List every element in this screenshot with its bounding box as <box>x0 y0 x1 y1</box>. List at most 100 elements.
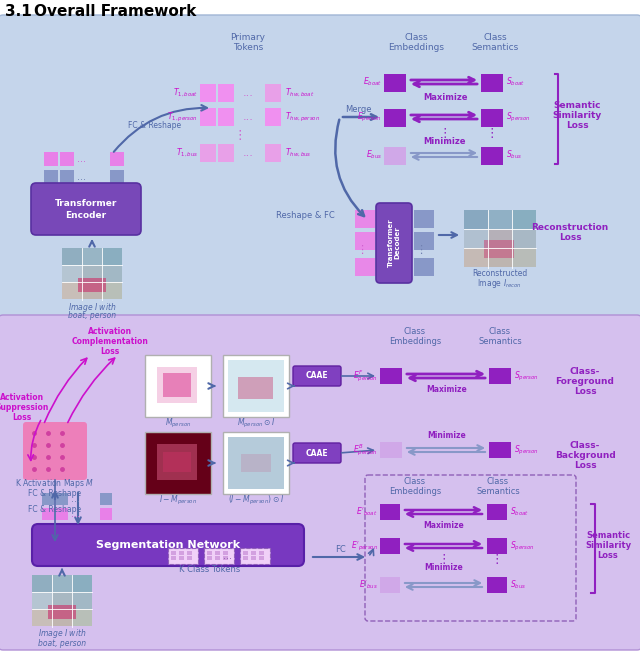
Text: K Activation Maps $M$: K Activation Maps $M$ <box>15 477 95 490</box>
Bar <box>223 432 289 494</box>
Bar <box>384 74 406 92</box>
Text: Merge: Merge <box>345 105 371 115</box>
Text: $E_{bus}$: $E_{bus}$ <box>365 148 382 161</box>
Bar <box>251 556 256 560</box>
Bar <box>62 265 82 282</box>
Text: ⋮: ⋮ <box>439 126 451 139</box>
Bar <box>32 575 52 592</box>
Bar <box>488 210 512 229</box>
Bar <box>380 504 400 520</box>
Text: $T_{1,bus}$: $T_{1,bus}$ <box>176 147 198 159</box>
Bar <box>207 551 212 555</box>
Bar <box>488 229 512 248</box>
Text: Activation: Activation <box>0 393 44 402</box>
Text: Loss: Loss <box>559 234 581 243</box>
Bar <box>487 538 507 554</box>
Bar <box>60 152 74 166</box>
Bar <box>110 152 124 166</box>
Bar <box>218 144 234 162</box>
Text: Minimize: Minimize <box>424 564 463 572</box>
Bar <box>481 109 503 127</box>
Text: Loss: Loss <box>12 413 31 422</box>
Bar <box>259 551 264 555</box>
FancyBboxPatch shape <box>0 15 640 317</box>
Text: ⋮: ⋮ <box>438 553 451 566</box>
Bar <box>42 493 54 505</box>
Bar <box>145 432 211 494</box>
Bar <box>355 232 375 250</box>
Bar <box>102 248 122 265</box>
Text: Loss: Loss <box>573 387 596 396</box>
Text: $M_{person} \odot I$: $M_{person} \odot I$ <box>237 417 275 430</box>
Text: FC & Reshape: FC & Reshape <box>129 120 182 130</box>
Text: $M_{person}$: $M_{person}$ <box>164 417 191 430</box>
Text: ...: ... <box>243 112 253 122</box>
FancyBboxPatch shape <box>376 203 412 283</box>
Bar <box>464 229 488 248</box>
Bar <box>215 556 220 560</box>
Text: $S_{boat}$: $S_{boat}$ <box>506 76 525 89</box>
Bar <box>241 454 271 472</box>
Text: Tokens: Tokens <box>233 44 263 53</box>
Bar <box>200 108 216 126</box>
Text: Reconstructed: Reconstructed <box>472 270 527 279</box>
Bar <box>56 508 68 520</box>
Text: Semantics: Semantics <box>472 42 518 51</box>
Bar <box>72 575 92 592</box>
Text: Class: Class <box>489 327 511 337</box>
Bar <box>223 551 228 555</box>
Bar <box>215 551 220 555</box>
Text: 3.1: 3.1 <box>5 5 32 20</box>
Bar <box>100 508 112 520</box>
Text: CAAE: CAAE <box>306 449 328 458</box>
Text: ⋮: ⋮ <box>491 553 503 566</box>
Text: Transformer
Decoder: Transformer Decoder <box>387 219 401 268</box>
Text: Embeddings: Embeddings <box>389 337 441 346</box>
Bar <box>380 368 402 384</box>
Bar <box>228 437 284 489</box>
FancyBboxPatch shape <box>23 422 87 480</box>
Bar <box>145 355 211 417</box>
Bar <box>512 248 536 267</box>
Bar <box>380 538 400 554</box>
Text: Loss: Loss <box>100 348 120 357</box>
Bar <box>78 278 106 292</box>
Bar <box>489 368 511 384</box>
Bar <box>204 548 234 564</box>
Bar <box>102 282 122 299</box>
Text: Class: Class <box>483 33 507 42</box>
Text: Loss: Loss <box>566 122 588 130</box>
Bar <box>82 248 102 265</box>
Text: Embeddings: Embeddings <box>389 486 441 495</box>
Text: $E'_{bus}$: $E'_{bus}$ <box>359 579 378 591</box>
Text: $(I - M_{person}) \odot I$: $(I - M_{person}) \odot I$ <box>228 493 284 506</box>
Bar <box>251 551 256 555</box>
Bar <box>487 577 507 593</box>
Text: Minimize: Minimize <box>424 137 467 146</box>
Text: FC & Reshape: FC & Reshape <box>28 505 81 514</box>
Bar <box>157 444 197 480</box>
Text: $S_{person}$: $S_{person}$ <box>510 540 535 553</box>
Bar <box>223 355 289 417</box>
Bar <box>384 109 406 127</box>
Bar <box>72 592 92 609</box>
Bar <box>481 147 503 165</box>
Bar <box>62 282 82 299</box>
Text: $E'_{boat}$: $E'_{boat}$ <box>356 506 378 518</box>
Text: Loss: Loss <box>598 551 618 559</box>
Text: Maximize: Maximize <box>424 521 465 531</box>
Text: $E_{person}$: $E_{person}$ <box>357 111 382 124</box>
Bar <box>355 258 375 276</box>
Text: Class: Class <box>404 477 426 486</box>
Text: Image $I$ with: Image $I$ with <box>68 301 116 314</box>
Text: Reconstruction: Reconstruction <box>531 223 609 232</box>
Text: ...: ... <box>243 88 253 98</box>
Text: Class-: Class- <box>570 368 600 376</box>
Bar <box>265 84 281 102</box>
Bar <box>489 442 511 458</box>
Text: $S_{boat}$: $S_{boat}$ <box>510 506 529 518</box>
Text: ...: ... <box>243 148 253 158</box>
Text: Encoder: Encoder <box>65 212 107 221</box>
FancyBboxPatch shape <box>293 443 341 463</box>
Text: Class: Class <box>404 327 426 337</box>
